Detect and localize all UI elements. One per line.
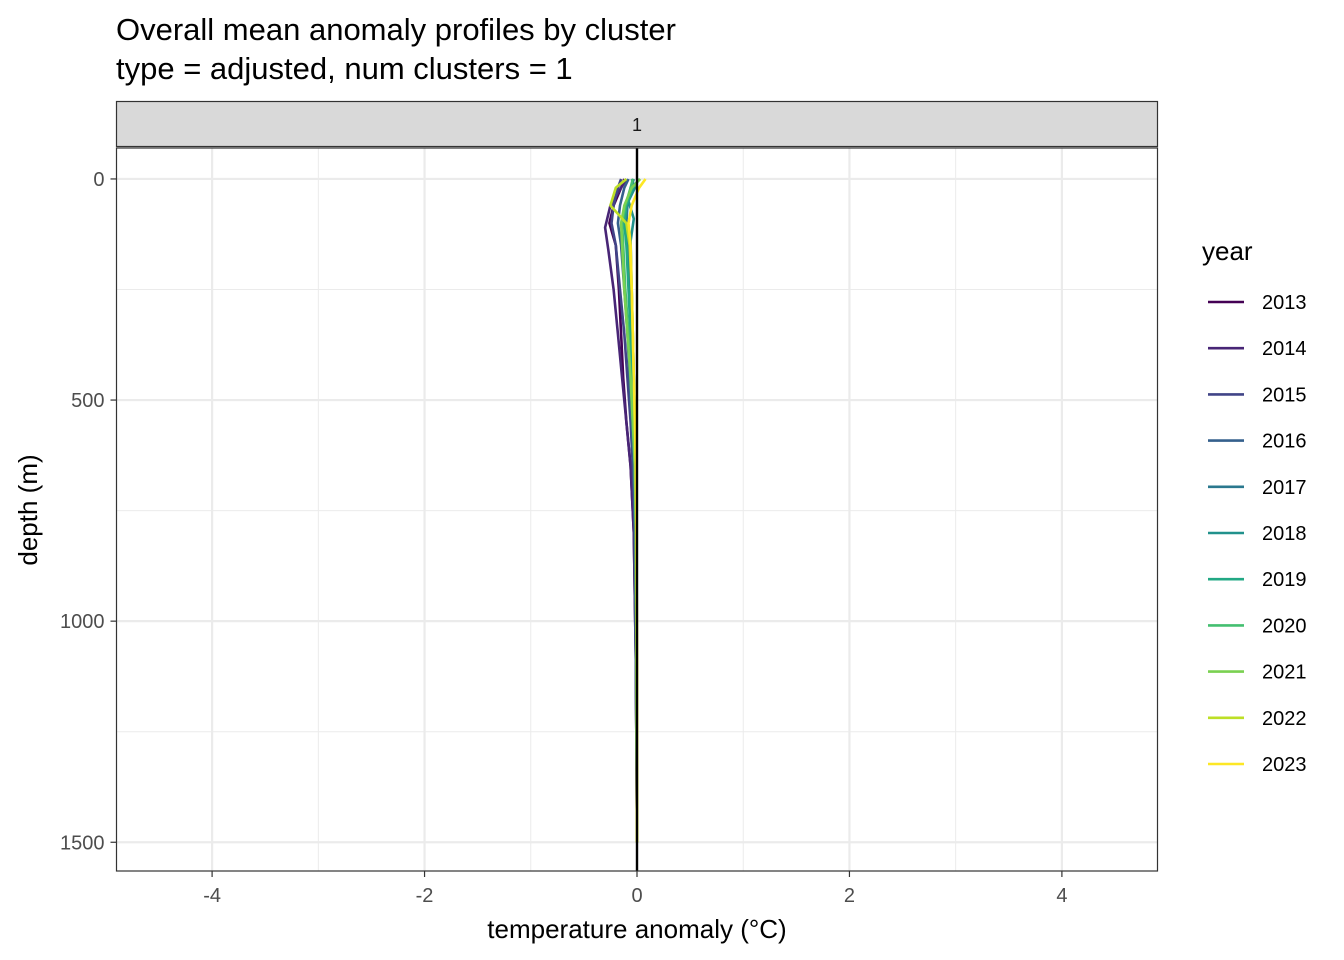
legend-label-2015: 2015 <box>1262 384 1307 406</box>
chart-title-block: Overall mean anomaly profiles by cluster… <box>116 12 676 86</box>
legend-item-2020: 2020 <box>1208 615 1307 637</box>
legend-item-2017: 2017 <box>1208 477 1307 499</box>
legend-label-2017: 2017 <box>1262 477 1307 499</box>
y-tick-label: 1000 <box>60 611 105 633</box>
x-axis-title: temperature anomaly (°C) <box>487 914 786 944</box>
legend-item-2016: 2016 <box>1208 431 1307 453</box>
x-tick-label: 0 <box>631 885 642 907</box>
facet-strip-box <box>115 100 1159 148</box>
y-tick-label: 500 <box>71 390 104 412</box>
legend: year 2013 2014 2015 2016 2017 2018 2019 2020 202… <box>1202 236 1307 776</box>
legend-label-2018: 2018 <box>1262 523 1307 545</box>
legend-label-2021: 2021 <box>1262 662 1307 684</box>
y-tick-label: 1500 <box>60 832 105 854</box>
y-tick-label: 0 <box>93 169 104 191</box>
x-axis: -4 -2 0 2 4 <box>203 871 1067 907</box>
legend-label-2023: 2023 <box>1262 754 1307 776</box>
legend-item-2019: 2019 <box>1208 569 1307 591</box>
legend-title: year <box>1202 236 1253 266</box>
legend-label-2013: 2013 <box>1262 292 1307 314</box>
x-tick-label: 2 <box>844 885 855 907</box>
legend-item-2015: 2015 <box>1208 384 1307 406</box>
legend-item-2023: 2023 <box>1208 754 1307 776</box>
legend-label-2016: 2016 <box>1262 431 1307 453</box>
legend-item-2021: 2021 <box>1208 662 1307 684</box>
x-tick-label: -2 <box>416 885 434 907</box>
chart-subtitle: type = adjusted, num clusters = 1 <box>116 51 573 86</box>
chart-title: Overall mean anomaly profiles by cluster <box>116 12 676 47</box>
legend-label-2020: 2020 <box>1262 615 1307 637</box>
legend-item-2022: 2022 <box>1208 708 1307 730</box>
x-tick-label: 4 <box>1056 885 1067 907</box>
y-axis-title: depth (m) <box>13 454 43 565</box>
x-tick-label: -4 <box>203 885 221 907</box>
facet-strip-label: 1 <box>632 115 642 135</box>
legend-item-2018: 2018 <box>1208 523 1307 545</box>
legend-label-2022: 2022 <box>1262 708 1307 730</box>
y-axis: 0 500 1000 1500 <box>60 169 117 854</box>
legend-label-2019: 2019 <box>1262 569 1307 591</box>
facet-strip: 1 <box>115 100 1159 148</box>
legend-item-2014: 2014 <box>1208 338 1307 360</box>
legend-label-2014: 2014 <box>1262 338 1307 360</box>
legend-item-2013: 2013 <box>1208 292 1307 314</box>
